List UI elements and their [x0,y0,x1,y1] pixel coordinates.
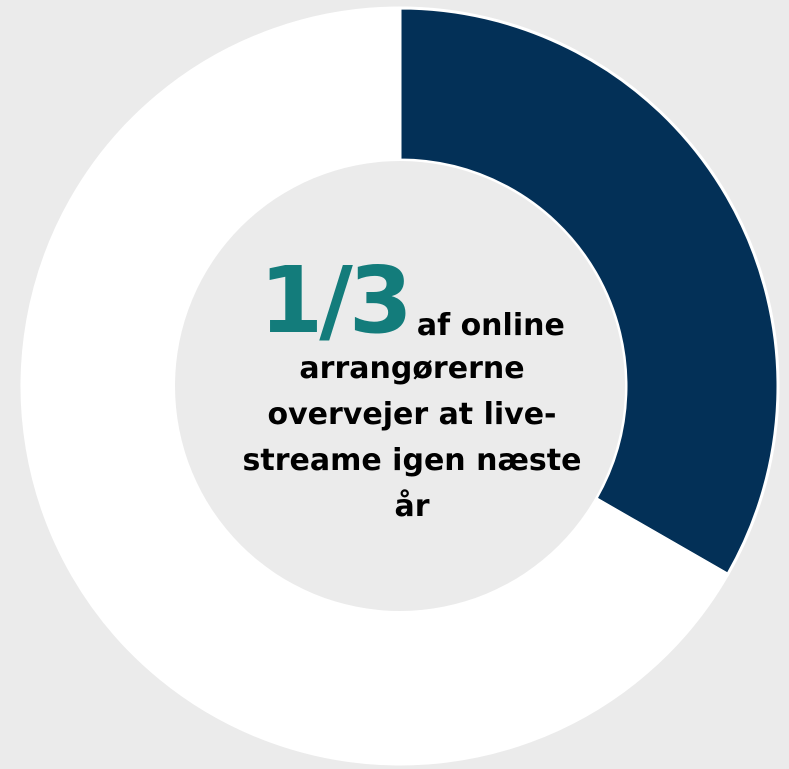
callout-line-1: af online [416,308,565,343]
donut-slice-2 [20,6,730,766]
donut-slice-1 [398,6,780,577]
callout-text: arrangørerne overvejer at live-streame i… [242,351,582,524]
donut-hole [175,161,625,611]
center-callout: 1/3 af online arrangørerne overvejer at l… [228,255,596,530]
fraction-value: 1/3 [259,247,413,354]
